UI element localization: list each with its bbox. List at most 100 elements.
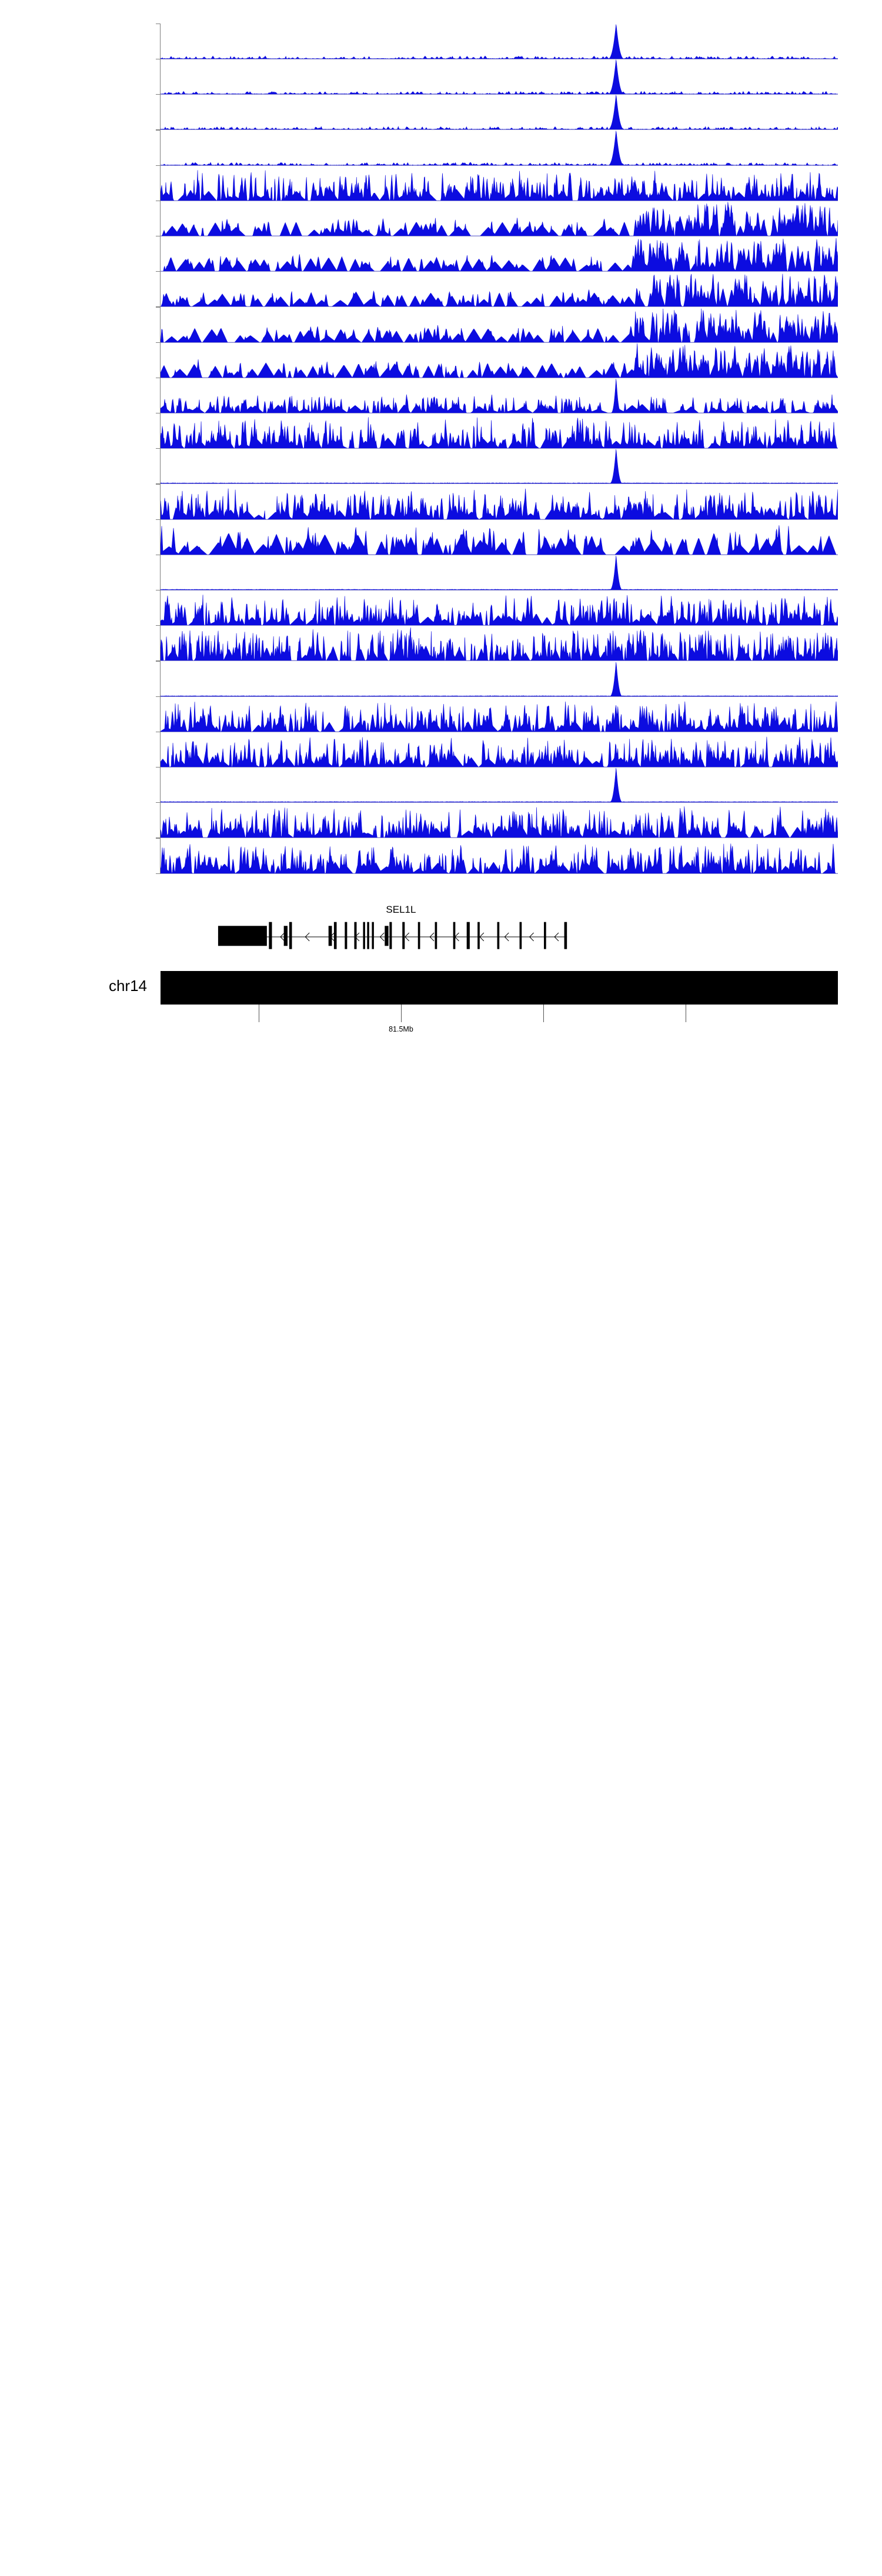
chromosome-tick xyxy=(400,1004,402,1022)
track-signal-area xyxy=(161,417,838,449)
signal-track xyxy=(0,24,882,59)
track-signal-area xyxy=(161,628,838,661)
track-signal-area xyxy=(161,525,838,555)
signal-track xyxy=(0,201,882,236)
signal-track xyxy=(0,94,882,131)
track-y-axis xyxy=(138,590,155,625)
track-axis-line xyxy=(160,342,161,378)
signal-track xyxy=(0,767,882,803)
track-axis-line xyxy=(160,271,161,307)
track-signal-area xyxy=(161,806,838,838)
track-axis-line xyxy=(160,660,161,696)
track-signal-area xyxy=(161,488,838,519)
track-signal-area xyxy=(161,170,838,201)
track-y-axis xyxy=(138,342,155,378)
track-axis-tick-max xyxy=(156,802,161,803)
track-y-axis xyxy=(138,24,155,59)
track-axis-tick-max xyxy=(156,696,161,697)
signal-track xyxy=(0,165,882,201)
track-y-axis xyxy=(138,271,155,306)
signal-track xyxy=(0,732,882,768)
signal-track xyxy=(0,129,882,166)
track-baseline xyxy=(161,129,838,131)
track-y-axis xyxy=(138,165,155,201)
track-signal-area xyxy=(161,662,838,696)
track-axis-line xyxy=(160,201,161,236)
track-axis-line xyxy=(160,625,161,661)
track-axis-tick-max xyxy=(156,165,161,166)
track-y-axis xyxy=(138,519,155,555)
track-axis-line xyxy=(160,802,161,838)
track-signal-area xyxy=(161,736,838,767)
track-y-axis xyxy=(138,767,155,802)
signal-track xyxy=(0,590,882,626)
track-signal-area xyxy=(161,202,838,236)
track-baseline xyxy=(161,519,838,520)
track-baseline xyxy=(161,306,838,308)
track-y-axis xyxy=(138,201,155,236)
chromosome-bar xyxy=(161,970,838,1005)
track-y-axis xyxy=(138,378,155,413)
track-y-axis xyxy=(138,802,155,837)
signal-track xyxy=(0,660,882,697)
gene-name-label: SEL1L xyxy=(386,903,416,915)
signal-track xyxy=(0,413,882,449)
signal-track xyxy=(0,625,882,662)
track-baseline xyxy=(161,660,838,662)
track-signal-area xyxy=(161,449,838,484)
signal-track xyxy=(0,306,882,343)
track-baseline xyxy=(161,165,838,166)
track-baseline xyxy=(161,837,838,839)
track-signal-area xyxy=(161,555,838,590)
track-signal-area xyxy=(161,308,838,342)
track-axis-tick-max xyxy=(156,94,161,95)
track-y-axis xyxy=(138,484,155,519)
track-baseline xyxy=(161,696,838,697)
signal-track xyxy=(0,236,882,272)
track-axis-tick-max xyxy=(156,837,161,839)
track-signal-area xyxy=(161,343,838,378)
track-y-axis xyxy=(138,555,155,590)
track-y-axis xyxy=(138,59,155,94)
track-axis-line xyxy=(160,165,161,201)
track-axis-tick-max xyxy=(156,660,161,662)
track-signal-area xyxy=(161,379,838,413)
track-axis-line xyxy=(160,378,161,413)
track-y-axis xyxy=(138,838,155,873)
track-baseline xyxy=(161,802,838,803)
track-baseline xyxy=(161,873,838,874)
track-axis-line xyxy=(160,483,161,519)
track-y-axis xyxy=(138,236,155,271)
track-axis-tick-max xyxy=(156,483,161,485)
track-signal-area xyxy=(161,131,838,165)
track-signal-area xyxy=(161,843,838,873)
track-y-axis xyxy=(138,307,155,342)
track-signal-area xyxy=(161,701,838,732)
track-axis-line xyxy=(160,448,161,484)
track-axis-line xyxy=(160,236,161,272)
track-axis-tick-max xyxy=(156,129,161,131)
gene-model-track: SEL1L xyxy=(0,904,882,957)
signal-track xyxy=(0,271,882,308)
track-axis-line xyxy=(160,413,161,449)
signal-track xyxy=(0,837,882,874)
track-y-axis xyxy=(138,413,155,448)
signal-track xyxy=(0,342,882,378)
track-y-axis xyxy=(138,130,155,165)
track-y-axis xyxy=(138,696,155,732)
track-axis-line xyxy=(160,24,161,59)
signal-track xyxy=(0,378,882,413)
signal-track xyxy=(0,555,882,590)
track-y-axis xyxy=(138,732,155,767)
track-axis-tick-max xyxy=(156,625,161,626)
chromosome-coordinate-label: 81.5Mb xyxy=(389,1025,413,1033)
track-signal-area xyxy=(161,273,838,307)
track-axis-tick-max xyxy=(156,448,161,449)
track-baseline xyxy=(161,767,838,768)
track-y-axis xyxy=(138,94,155,129)
track-y-axis xyxy=(138,661,155,696)
track-signal-area xyxy=(161,238,838,272)
track-y-axis xyxy=(138,448,155,483)
track-axis-line xyxy=(160,59,161,95)
track-baseline xyxy=(161,483,838,485)
